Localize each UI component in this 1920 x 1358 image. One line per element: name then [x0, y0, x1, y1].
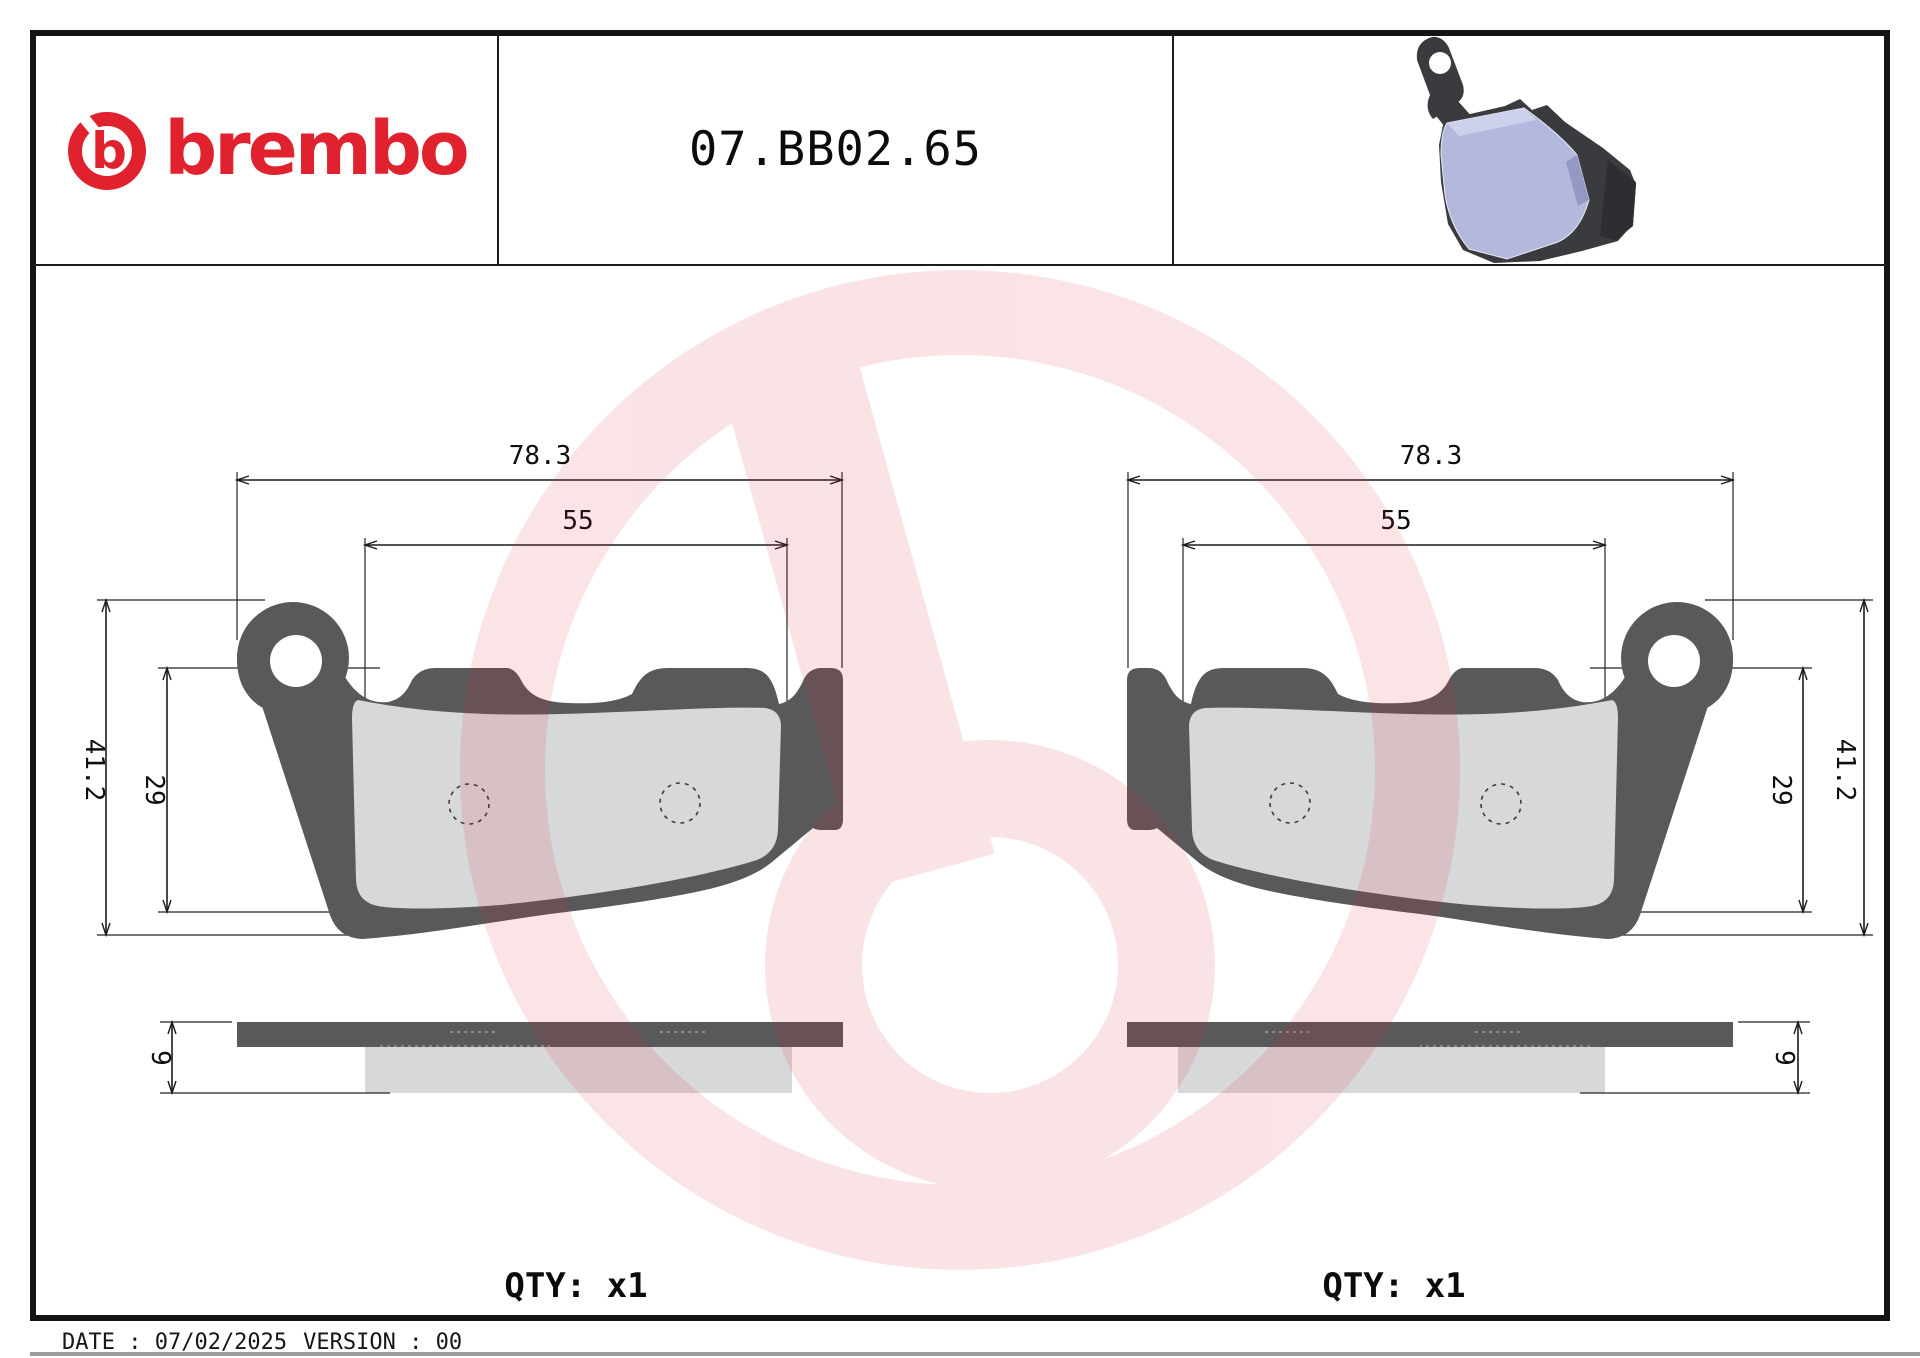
- dim-label-thickness: 9: [1769, 1050, 1799, 1066]
- pad3d-friction-top-bevel: [1447, 108, 1536, 136]
- logo-slash: [71, 106, 115, 154]
- dim-label-overall-height: 41.2: [1830, 739, 1860, 802]
- pad3d-tab-hole: [1429, 52, 1451, 74]
- logo-b-glyph: b: [91, 122, 127, 180]
- header-divider-2: [1172, 30, 1174, 266]
- version-label: VERSION : 00: [303, 1330, 463, 1355]
- pad3d-friction-side-bevel: [1566, 155, 1589, 206]
- page-border-frame: [30, 30, 1890, 1321]
- dim-label-overall-width: 78.3: [1400, 441, 1463, 471]
- dim-label-overall-height: 41.2: [79, 739, 109, 802]
- pad3d-end-block: [1600, 160, 1636, 240]
- dim-label-friction-width: 55: [1380, 506, 1411, 536]
- qty-label-right: QTY: x1: [1322, 1266, 1466, 1306]
- technical-drawings: 78.3 55 41.2 29 9 78.3 55 41.2 29 9: [79, 441, 1890, 1110]
- logo-ring: [68, 112, 147, 190]
- header-divider-1: [497, 30, 499, 266]
- dim-label-friction-height: 29: [139, 774, 169, 805]
- left-pad-drawing: 78.3 55 41.2 29 9: [79, 441, 843, 1093]
- pad3d-mount-tab: [1416, 36, 1464, 119]
- qty-label-left: QTY: x1: [504, 1266, 648, 1306]
- date-label: DATE : 07/02/2025: [62, 1330, 288, 1355]
- brake-pad-3d-image: [1416, 36, 1636, 263]
- header-bottom-line: [30, 264, 1890, 266]
- brembo-logo-icon: b: [68, 106, 147, 190]
- dim-label-friction-width: 55: [562, 506, 593, 536]
- brand-wordmark: brembo: [164, 106, 470, 192]
- part-number: 07.BB02.65: [689, 121, 982, 177]
- product-photo-cell: [1174, 36, 1890, 264]
- footer: DATE : 07/02/2025 VERSION : 00: [62, 1330, 462, 1355]
- right-pad-drawing: 78.3 55 41.2 29 9: [1127, 441, 1873, 1093]
- dim-label-overall-width: 78.3: [509, 441, 572, 471]
- dim-label-friction-height: 29: [1766, 774, 1796, 805]
- dim-label-thickness: 9: [145, 1050, 175, 1066]
- brand-logo: b brembo: [36, 36, 495, 262]
- part-number-cell: 07.BB02.65: [499, 36, 1172, 262]
- pad3d-friction-face: [1440, 107, 1590, 260]
- page-bottom-shadow-line: [30, 1352, 1920, 1356]
